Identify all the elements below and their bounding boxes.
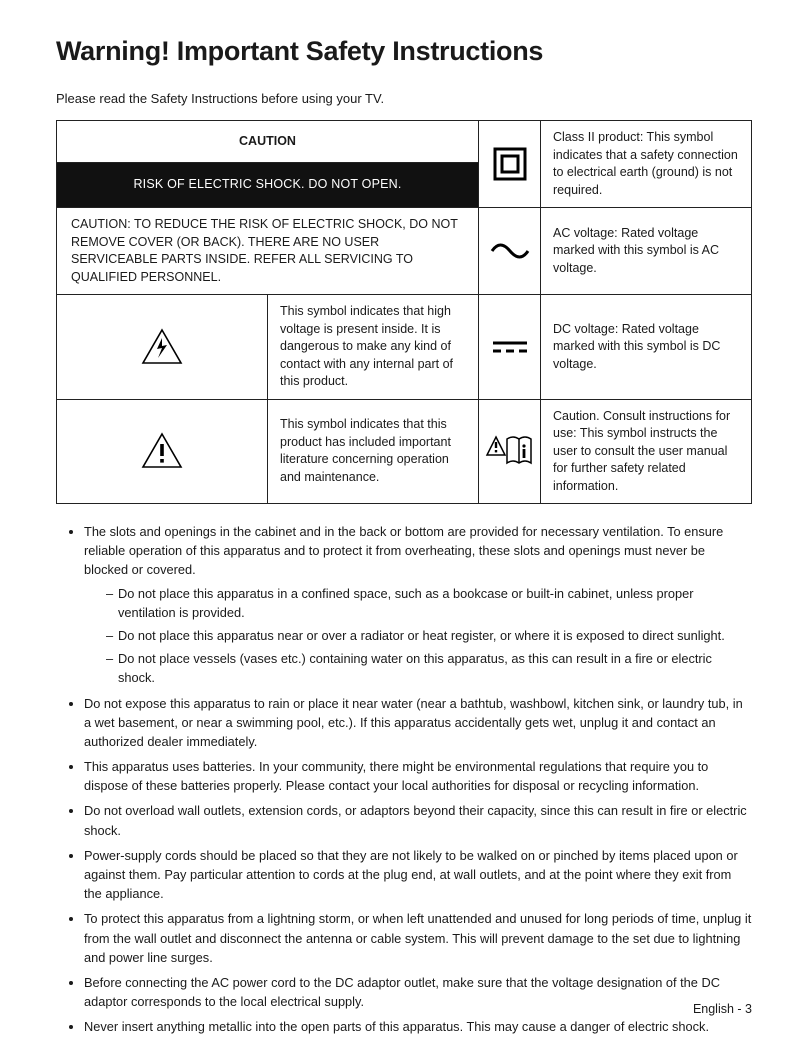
list-item: The slots and openings in the cabinet an… bbox=[84, 522, 752, 688]
safety-bullet-list: The slots and openings in the cabinet an… bbox=[56, 522, 752, 1037]
list-item: Before connecting the AC power cord to t… bbox=[84, 973, 752, 1011]
bullet-text: The slots and openings in the cabinet an… bbox=[84, 524, 723, 577]
class2-icon bbox=[479, 121, 541, 208]
high-voltage-text: This symbol indicates that high voltage … bbox=[268, 295, 479, 400]
class2-text: Class II product: This symbol indicates … bbox=[541, 121, 752, 208]
list-item: Do not expose this apparatus to rain or … bbox=[84, 694, 752, 752]
consult-icon bbox=[479, 399, 541, 504]
dc-icon bbox=[479, 295, 541, 400]
list-item: Do not place this apparatus in a confine… bbox=[106, 584, 752, 622]
list-item: Never insert anything metallic into the … bbox=[84, 1017, 752, 1036]
ac-text: AC voltage: Rated voltage marked with th… bbox=[541, 208, 752, 295]
intro-text: Please read the Safety Instructions befo… bbox=[56, 91, 752, 106]
ac-icon bbox=[479, 208, 541, 295]
list-item: This apparatus uses batteries. In your c… bbox=[84, 757, 752, 795]
dc-text: DC voltage: Rated voltage marked with th… bbox=[541, 295, 752, 400]
page-title: Warning! Important Safety Instructions bbox=[56, 36, 752, 67]
high-voltage-icon bbox=[57, 295, 268, 400]
page-footer: English - 3 bbox=[693, 1002, 752, 1016]
list-item: Do not place this apparatus near or over… bbox=[106, 626, 752, 645]
list-item: Power-supply cords should be placed so t… bbox=[84, 846, 752, 904]
list-item: Do not overload wall outlets, extension … bbox=[84, 801, 752, 839]
caution-header: CAUTION bbox=[57, 121, 479, 163]
list-item: To protect this apparatus from a lightni… bbox=[84, 909, 752, 967]
sub-list: Do not place this apparatus in a confine… bbox=[84, 584, 752, 688]
risk-bar: RISK OF ELECTRIC SHOCK. DO NOT OPEN. bbox=[57, 163, 479, 208]
caution-text: CAUTION: TO REDUCE THE RISK OF ELECTRIC … bbox=[57, 208, 479, 295]
literature-icon bbox=[57, 399, 268, 504]
consult-text: Caution. Consult instructions for use: T… bbox=[541, 399, 752, 504]
list-item: Do not place vessels (vases etc.) contai… bbox=[106, 649, 752, 687]
caution-table: CAUTION Class II product: This symbol in… bbox=[56, 120, 752, 504]
literature-text: This symbol indicates that this product … bbox=[268, 399, 479, 504]
